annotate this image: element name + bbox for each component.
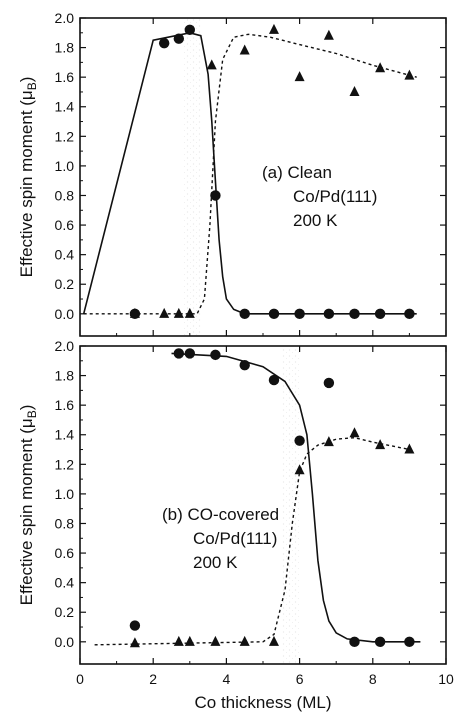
annotation-line: 200 K: [293, 211, 338, 230]
data-point-circle: [173, 33, 185, 44]
data-point-triangle: [129, 307, 140, 318]
fit-line-solid: [82, 31, 417, 315]
x-tick-label: 10: [438, 671, 454, 687]
data-point-triangle: [268, 23, 279, 34]
data-point-triangle: [173, 307, 184, 318]
data-point-triangle: [294, 464, 305, 475]
data-point-circle: [210, 349, 221, 361]
data-point-circle: [184, 24, 195, 36]
data-point-circle: [349, 636, 360, 648]
data-point-triangle: [239, 635, 250, 646]
data-point-triangle: [129, 637, 140, 648]
fit-line-dashed: [94, 436, 410, 646]
x-tick-label: 6: [296, 671, 304, 687]
y-tick-label: 2.0: [55, 10, 75, 26]
y-tick-label: 0.8: [55, 515, 75, 531]
data-point-triangle: [159, 307, 170, 318]
y-tick-label: 0.8: [55, 187, 75, 203]
y-axis-title: Effective spin moment (μB): [17, 405, 39, 606]
y-tick-label: 1.8: [55, 40, 75, 56]
data-point-circle: [129, 620, 141, 631]
data-point-triangle: [404, 69, 415, 80]
background-texture: [182, 19, 201, 335]
y-tick-label: 0.6: [55, 217, 75, 233]
y-tick-label: 2.0: [55, 338, 75, 354]
y-tick-label: 0.0: [55, 634, 75, 650]
data-point-circle: [294, 308, 305, 320]
x-axis-title: Co thickness (ML): [195, 693, 332, 712]
data-point-triangle: [184, 307, 195, 318]
y-tick-label: 1.2: [55, 128, 75, 144]
data-point-triangle: [323, 29, 334, 40]
data-point-circle: [239, 360, 250, 371]
data-point-triangle: [349, 85, 360, 96]
y-tick-label: 0.4: [55, 247, 75, 263]
data-point-circle: [158, 37, 170, 49]
x-tick-label: 4: [223, 671, 231, 687]
fit-line-solid: [171, 352, 421, 643]
y-tick-label: 1.4: [55, 427, 75, 443]
y-tick-label: 1.6: [55, 69, 75, 85]
annotation-line: 200 K: [193, 553, 238, 572]
data-point-circle: [239, 308, 250, 320]
data-point-triangle: [349, 427, 360, 438]
data-point-circle: [323, 308, 335, 320]
data-point-circle: [294, 435, 305, 446]
y-tick-label: 0.0: [55, 306, 75, 322]
data-point-triangle: [268, 635, 279, 646]
fit-line-dashed: [83, 33, 417, 315]
data-point-circle: [404, 636, 415, 648]
data-point-triangle: [404, 443, 415, 454]
annotation-line: (b) CO-covered: [162, 505, 279, 524]
y-tick-label: 1.8: [55, 368, 75, 384]
y-tick-label: 1.0: [55, 158, 75, 174]
data-point-circle: [173, 348, 185, 359]
data-point-circle: [268, 374, 280, 386]
y-axis-title: Effective spin moment (μB): [17, 77, 39, 278]
y-tick-label: 0.4: [55, 575, 75, 591]
x-tick-label: 8: [369, 671, 377, 687]
data-point-triangle: [206, 59, 217, 70]
y-tick-label: 0.6: [55, 545, 75, 561]
data-point-circle: [184, 348, 195, 359]
data-point-triangle: [173, 635, 184, 646]
data-point-circle: [349, 308, 360, 320]
y-tick-label: 0.2: [55, 276, 75, 292]
data-point-triangle: [239, 44, 250, 55]
data-point-triangle: [210, 635, 221, 646]
y-tick-label: 1.2: [55, 456, 75, 472]
data-point-triangle: [294, 71, 305, 82]
x-tick-label: 2: [149, 671, 157, 687]
y-tick-label: 1.6: [55, 397, 75, 413]
data-point-circle: [374, 636, 386, 648]
data-point-triangle: [375, 439, 386, 450]
data-point-triangle: [184, 635, 195, 646]
data-point-circle: [323, 377, 335, 389]
data-point-triangle: [375, 62, 386, 73]
x-tick-label: 0: [76, 671, 84, 687]
background-texture: [281, 347, 300, 663]
panel-b: 0.0 0.2 0.4 0.6 0.8 1.0 1.2 1.4 1.6 1.8 2.0 0 2 4 6 8 10…: [17, 338, 454, 712]
y-tick-label: 0.2: [55, 604, 75, 620]
data-point-circle: [404, 308, 415, 320]
annotation-line: Co/Pd(111): [193, 529, 277, 548]
data-point-triangle: [323, 436, 334, 447]
y-tick-label: 1.4: [55, 99, 75, 115]
panel-a: 0.0 0.2 0.4 0.6 0.8 1.0 1.2 1.4 1.6 1.8 2.0 Effecti…: [17, 10, 447, 337]
y-tick-label: 1.0: [55, 486, 75, 502]
annotation-line: Co/Pd(111): [293, 187, 377, 206]
data-point-circle: [268, 308, 280, 320]
annotation-line: (a) Clean: [262, 163, 332, 182]
data-point-circle: [374, 308, 386, 320]
data-point-circle: [210, 190, 221, 201]
